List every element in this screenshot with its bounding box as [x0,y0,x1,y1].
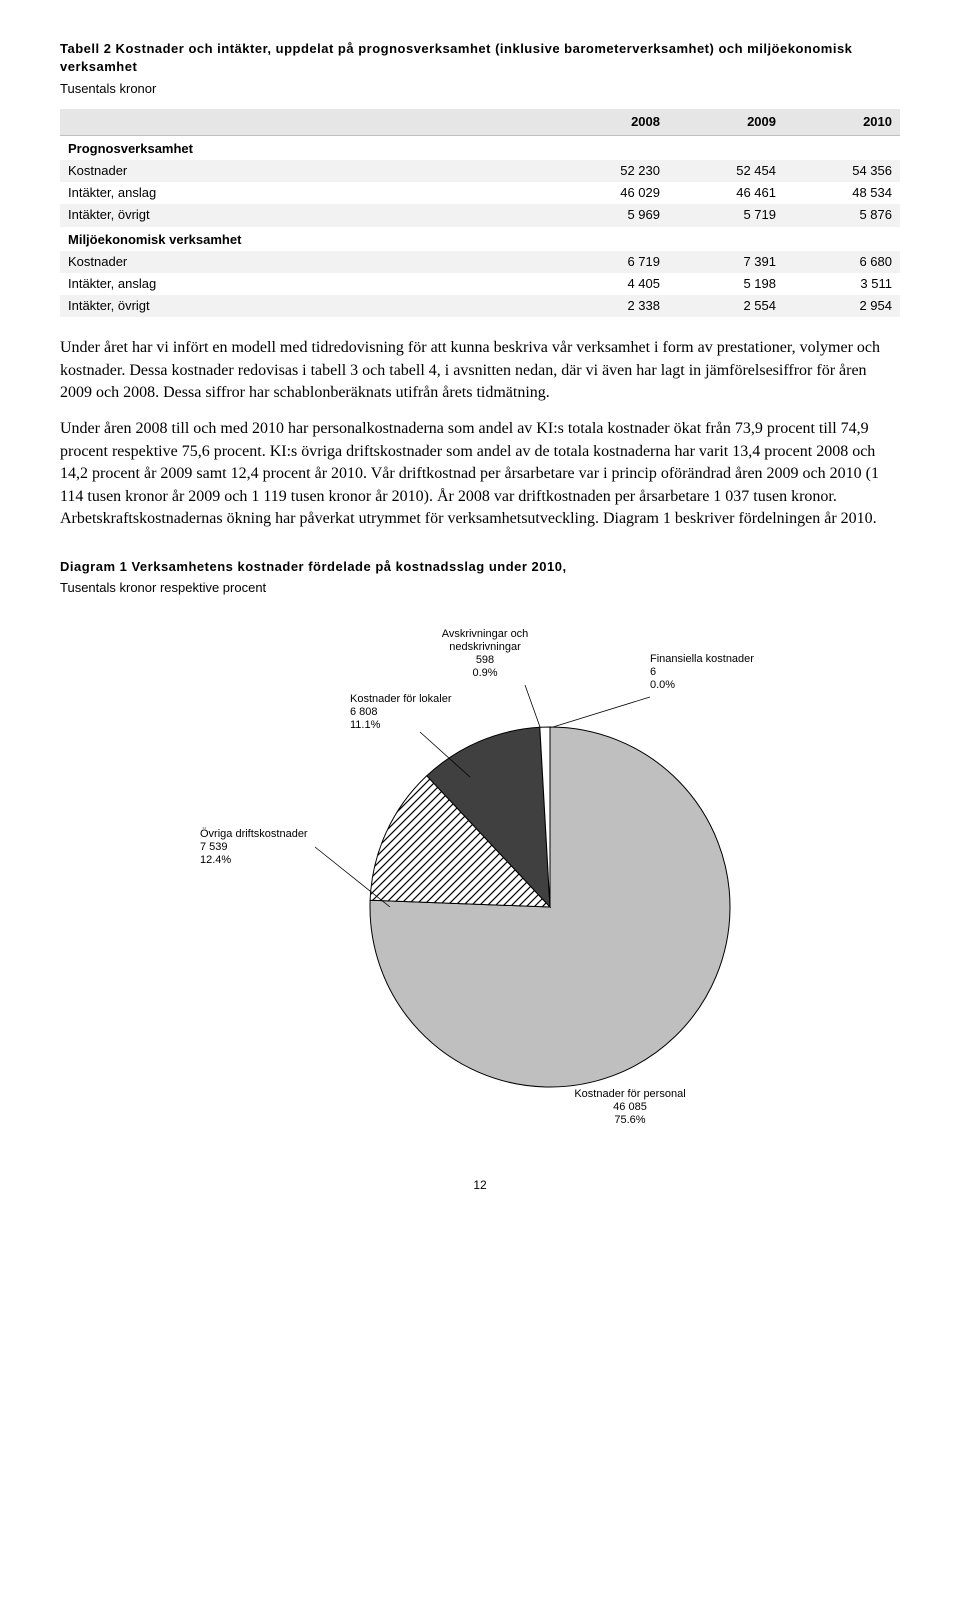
table-row: Intäkter, övrigt5 9695 7195 876 [60,204,900,226]
table-unit: Tusentals kronor [60,80,900,98]
svg-text:Kostnader för lokaler: Kostnader för lokaler [350,693,452,705]
svg-text:7 539: 7 539 [200,841,228,853]
diagram-title: Diagram 1 Verksamhetens kostnader fördel… [60,558,900,576]
svg-text:12.4%: 12.4% [200,854,231,866]
svg-text:46 085: 46 085 [613,1101,647,1113]
svg-text:0.9%: 0.9% [472,667,497,679]
svg-text:Kostnader för personal: Kostnader för personal [574,1088,685,1100]
svg-text:Avskrivningar och: Avskrivningar och [442,628,529,640]
table-section: Miljöekonomisk verksamhet [60,227,900,251]
table-row: Intäkter, anslag4 4055 1983 511 [60,273,900,295]
table-section: Prognosverksamhet [60,135,900,160]
col-2009: 2009 [668,109,784,136]
col-blank [60,109,552,136]
table-title: Tabell 2 Kostnader och intäkter, uppdela… [60,40,900,76]
table-row: Intäkter, övrigt2 3382 5542 954 [60,295,900,317]
svg-text:598: 598 [476,654,494,666]
svg-text:nedskrivningar: nedskrivningar [449,641,521,653]
paragraph-2: Under åren 2008 till och med 2010 har pe… [60,418,900,530]
col-2010: 2010 [784,109,900,136]
svg-text:11.1%: 11.1% [350,719,381,731]
table-row: Intäkter, anslag46 02946 46148 534 [60,182,900,204]
page-number: 12 [60,1177,900,1194]
svg-text:6: 6 [650,666,656,678]
paragraph-1: Under året har vi infört en modell med t… [60,337,900,404]
pie-chart: Kostnader för personal46 08575.6% Övriga … [60,607,900,1127]
table-row: Kostnader52 23052 45454 356 [60,160,900,182]
table-row: Kostnader6 7197 3916 680 [60,251,900,273]
svg-text:0.0%: 0.0% [650,679,675,691]
costs-table: 2008 2009 2010 PrognosverksamhetKostnade… [60,109,900,318]
col-2008: 2008 [552,109,668,136]
svg-text:75.6%: 75.6% [614,1114,645,1126]
svg-text:Övriga driftskostnader: Övriga driftskostnader [200,828,308,840]
svg-text:6 808: 6 808 [350,706,378,718]
diagram-subtitle: Tusentals kronor respektive procent [60,579,900,597]
svg-text:Finansiella kostnader: Finansiella kostnader [650,653,754,665]
